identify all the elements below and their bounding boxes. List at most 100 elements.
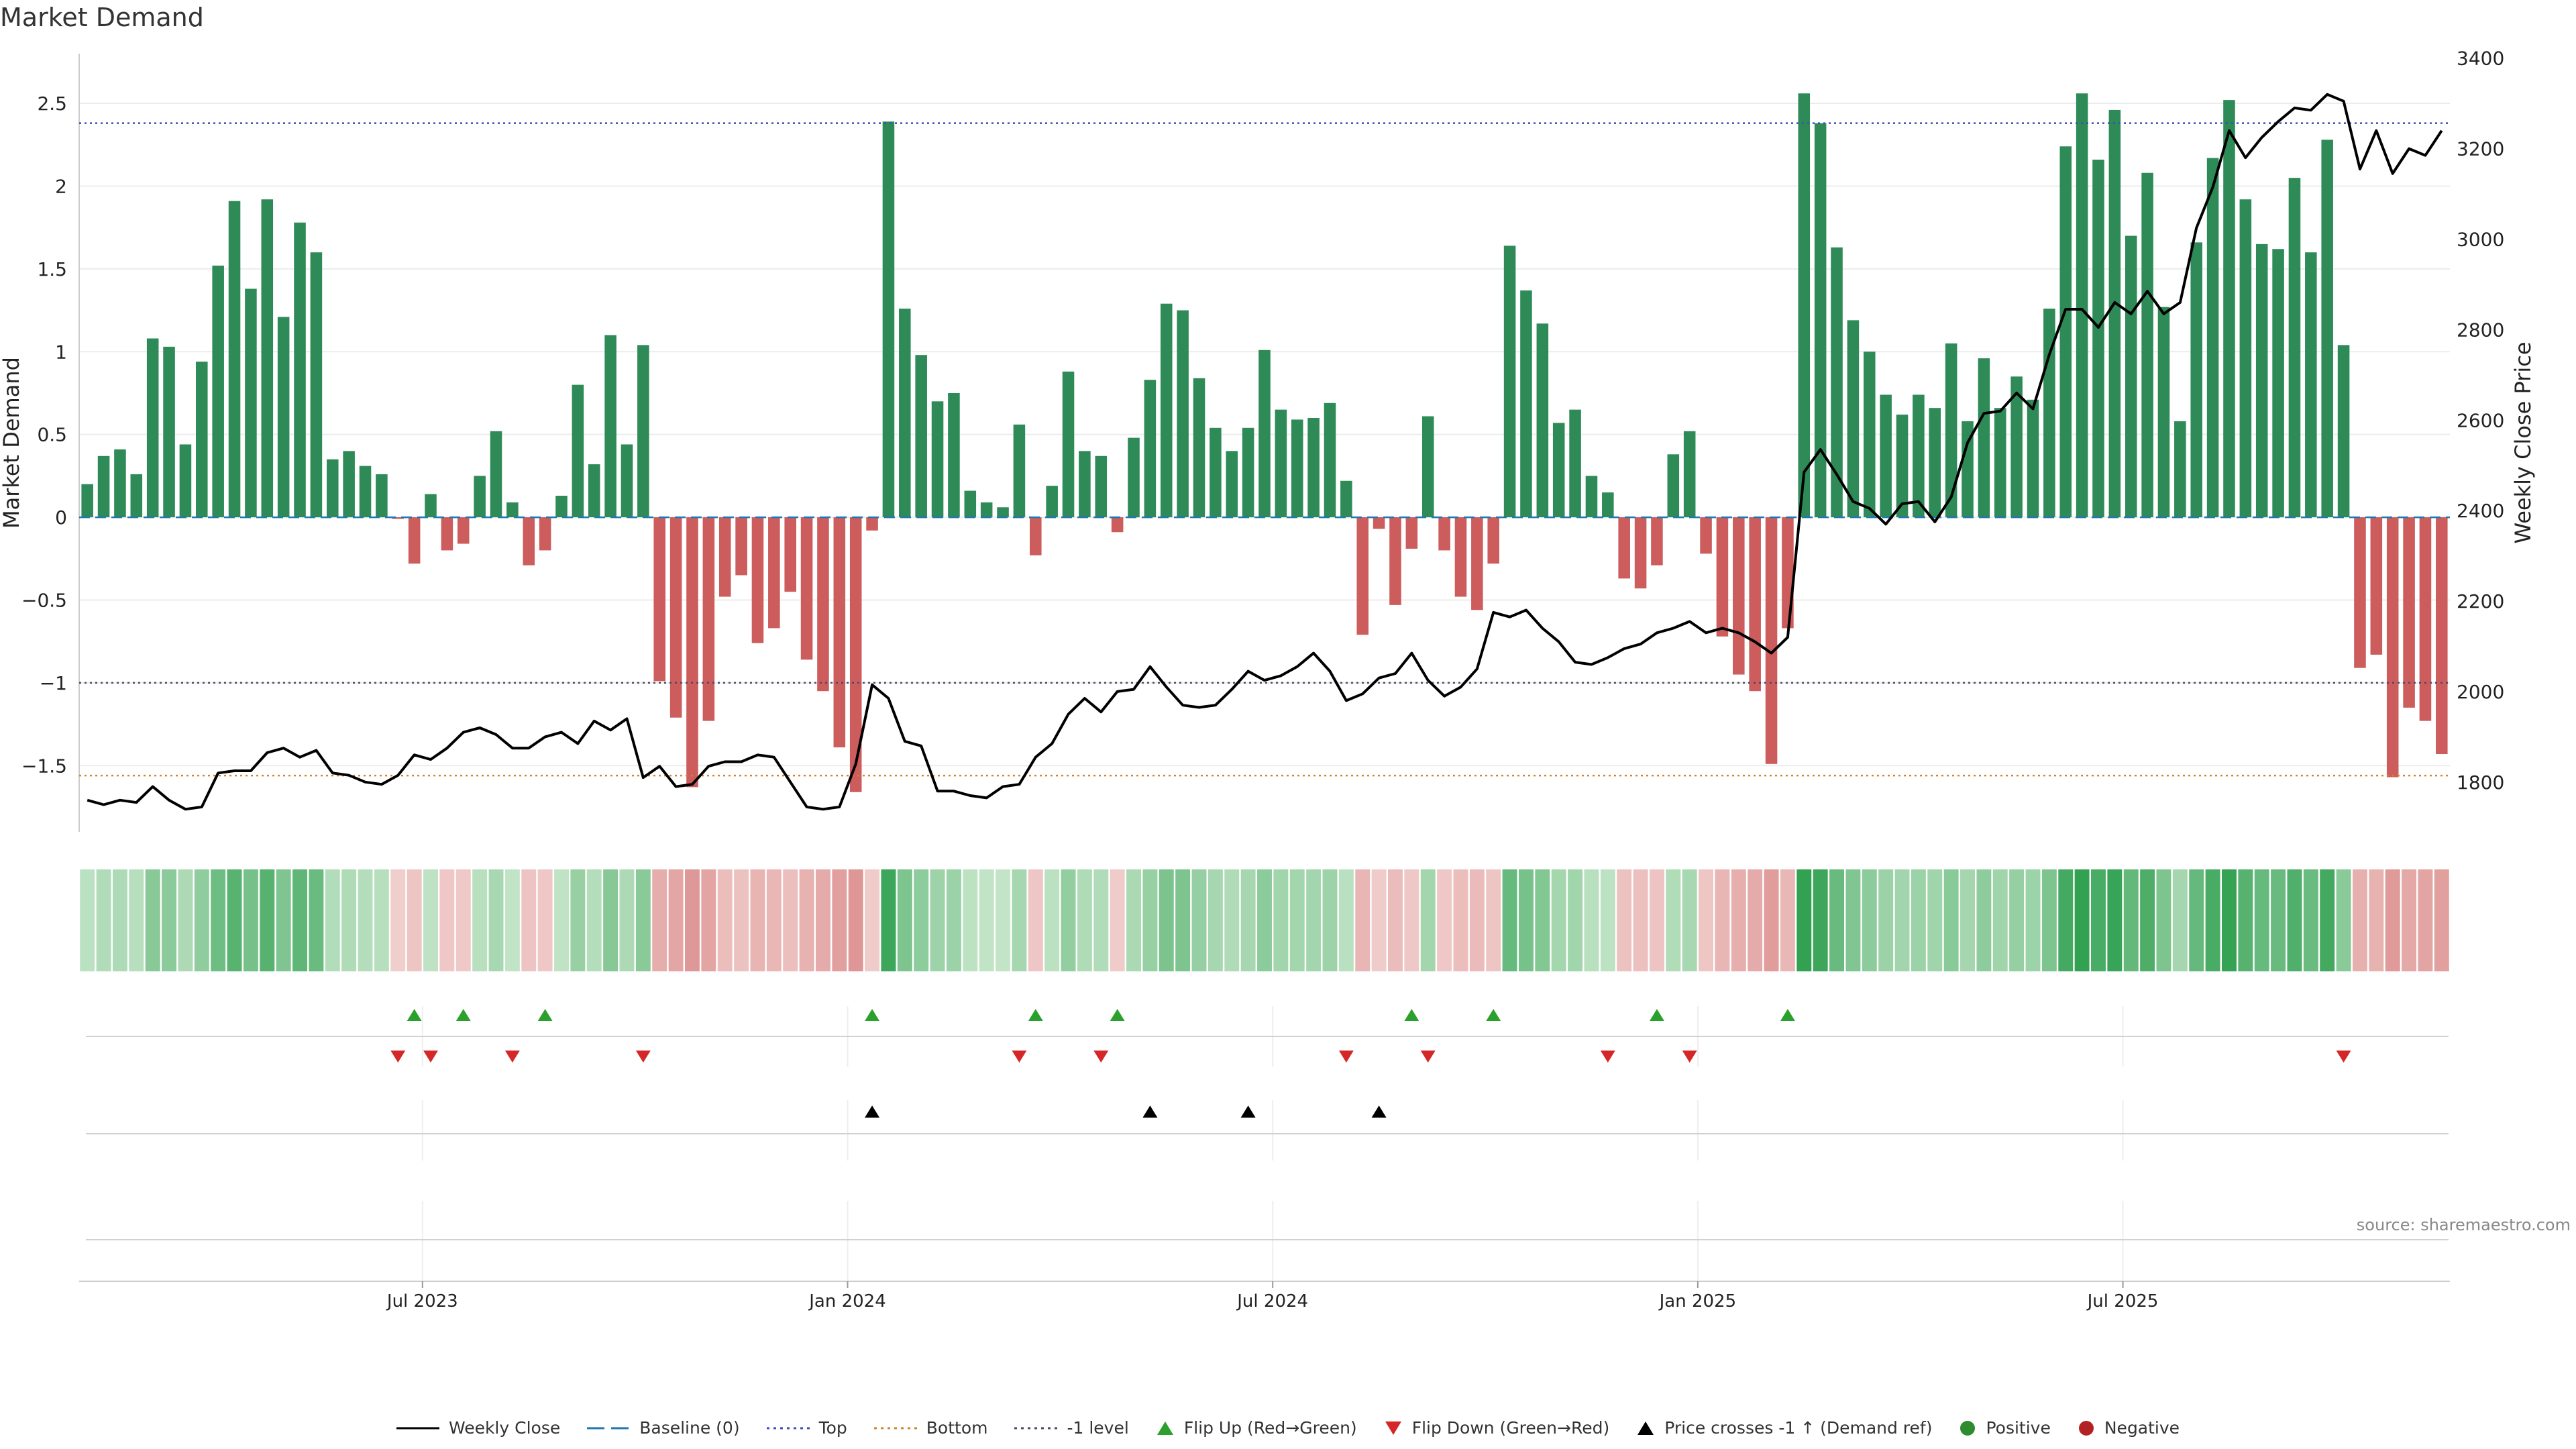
heat-strip-cell bbox=[1748, 869, 1763, 971]
heat-strip-cell bbox=[194, 869, 209, 971]
demand-bar-positive bbox=[277, 317, 290, 518]
demand-bar-positive bbox=[114, 449, 126, 518]
demand-bar-positive bbox=[245, 288, 257, 518]
heat-strip-cell bbox=[603, 869, 619, 971]
weekly-close-line bbox=[87, 93, 2443, 811]
heat-strip-cell bbox=[1388, 869, 1403, 971]
heat-strip-cell bbox=[1584, 869, 1599, 971]
y-tick-label-left: 1.5 bbox=[37, 258, 67, 280]
demand-bar-positive bbox=[2157, 307, 2170, 518]
heat-strip-cell bbox=[1224, 869, 1240, 971]
flip-up-marker bbox=[865, 1009, 880, 1021]
demand-bar-positive bbox=[2255, 244, 2268, 518]
demand-bar-positive bbox=[899, 309, 911, 518]
heat-strip-cell bbox=[979, 869, 994, 971]
heat-strip-cell bbox=[832, 869, 847, 971]
legend-dot-line-icon bbox=[1014, 1427, 1058, 1429]
heat-strip-cell bbox=[325, 869, 340, 971]
heat-strip-cell bbox=[96, 869, 111, 971]
demand-bar-negative bbox=[866, 517, 878, 531]
heat-strip-cell bbox=[1764, 869, 1779, 971]
price-cross-marker bbox=[1371, 1106, 1387, 1118]
heat-strip-cell bbox=[1404, 869, 1419, 971]
flip-up-marker bbox=[1110, 1009, 1125, 1021]
demand-bar-negative bbox=[457, 517, 470, 544]
triangle-down-icon bbox=[1385, 1421, 1401, 1435]
heat-strip-cell bbox=[2352, 869, 2367, 971]
heat-strip-cell bbox=[260, 869, 275, 971]
heat-strip-cell bbox=[2058, 869, 2074, 971]
heat-strip-cell bbox=[1012, 869, 1027, 971]
heat-strip-cell bbox=[80, 869, 95, 971]
demand-bar-positive bbox=[1945, 343, 1957, 518]
heat-strip-cell bbox=[227, 869, 242, 971]
demand-bar-negative bbox=[1438, 517, 1450, 551]
heat-strip-cell bbox=[309, 869, 324, 971]
demand-bar-positive bbox=[1798, 93, 1811, 518]
demand-bar-negative bbox=[653, 517, 665, 682]
demand-bar-negative bbox=[849, 517, 862, 792]
demand-bar-positive bbox=[1929, 408, 1941, 518]
heat-strip-cell bbox=[1943, 869, 1959, 971]
heat-strip-cell bbox=[2222, 869, 2237, 971]
heat-strip-cell bbox=[1028, 869, 1043, 971]
demand-bar-positive bbox=[130, 474, 143, 518]
demand-bar-positive bbox=[1978, 358, 1990, 518]
legend-item-price-cross: Price crosses -1 ↑ (Demand ref) bbox=[1636, 1418, 1932, 1438]
y-tick-label-left: 2 bbox=[55, 175, 67, 197]
demand-bar-positive bbox=[1307, 417, 1320, 518]
demand-bar-negative bbox=[1373, 517, 1385, 529]
heat-strip-cell bbox=[1175, 869, 1191, 971]
demand-bar-positive bbox=[81, 484, 93, 518]
flip-down-marker bbox=[1012, 1051, 1027, 1063]
legend-label: Flip Up (Red→Green) bbox=[1183, 1418, 1357, 1438]
heat-strip-cell bbox=[799, 869, 814, 971]
demand-bar-positive bbox=[1602, 492, 1614, 518]
legend-item-weekly-close: Weekly Close bbox=[396, 1418, 560, 1438]
legend-item-minus-one: -1 level bbox=[1014, 1418, 1129, 1438]
heat-strip-cell bbox=[1845, 869, 1861, 971]
heat-strip-cell bbox=[1568, 869, 1583, 971]
demand-bar-negative bbox=[1716, 517, 1729, 637]
demand-bar-positive bbox=[2027, 399, 2039, 518]
demand-bar-positive bbox=[1193, 378, 1205, 518]
demand-bar-positive bbox=[1503, 246, 1516, 518]
heat-strip-cell bbox=[1878, 869, 1894, 971]
demand-bar-positive bbox=[1062, 371, 1075, 518]
demand-bar-negative bbox=[1749, 517, 1761, 692]
heat-strip-cell bbox=[996, 869, 1011, 971]
heat-strip-cell bbox=[1159, 869, 1174, 971]
price-cross-marker bbox=[1240, 1106, 1256, 1118]
heat-strip-cell bbox=[848, 869, 863, 971]
demand-bar-positive bbox=[1079, 451, 1091, 518]
heat-strip-cell bbox=[504, 869, 520, 971]
heat-strip-cell bbox=[2336, 869, 2351, 971]
heat-strip-cell bbox=[1306, 869, 1322, 971]
legend-item-negative: Negative bbox=[2078, 1418, 2180, 1438]
heat-strip-cell bbox=[1257, 869, 1272, 971]
legend-label: Baseline (0) bbox=[639, 1418, 740, 1438]
heat-strip-cell bbox=[178, 869, 193, 971]
demand-bar-positive bbox=[1962, 421, 1974, 518]
y-tick-label-right: 2600 bbox=[2457, 409, 2504, 431]
demand-bar-positive bbox=[261, 199, 274, 518]
flip-down-marker bbox=[2336, 1051, 2351, 1063]
heat-strip-cell bbox=[570, 869, 586, 971]
demand-bar-negative bbox=[1487, 517, 1499, 564]
demand-bar-positive bbox=[1831, 247, 1843, 518]
chart-title: Market Demand bbox=[0, 3, 204, 32]
demand-bar-negative bbox=[1356, 517, 1369, 635]
heat-strip-cell bbox=[1796, 869, 1812, 971]
demand-bar-positive bbox=[1536, 323, 1549, 518]
heat-strip-cell bbox=[1453, 869, 1468, 971]
heat-strip-cell bbox=[2385, 869, 2400, 971]
demand-bar-negative bbox=[1389, 517, 1401, 605]
demand-bar-negative bbox=[1634, 517, 1647, 589]
heat-strip-cell bbox=[2418, 869, 2433, 971]
heat-strip-cell bbox=[439, 869, 455, 971]
demand-bar-negative bbox=[2419, 517, 2432, 721]
heat-strip-cell bbox=[750, 869, 765, 971]
heat-strip-cell bbox=[652, 869, 667, 971]
demand-bar-positive bbox=[1324, 402, 1336, 518]
flip-down-marker bbox=[1420, 1051, 1436, 1063]
